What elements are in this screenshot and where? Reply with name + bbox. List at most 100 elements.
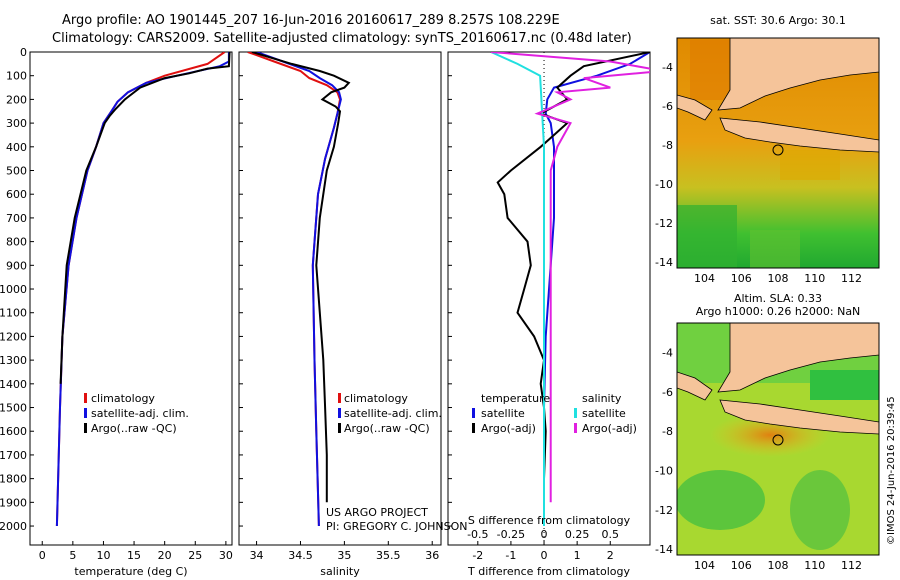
legend-label-satellite-t: satellite xyxy=(481,407,525,420)
series-line-climatology xyxy=(55,52,226,527)
legend-label-satellite: satellite-adj. clim. xyxy=(91,407,189,420)
legend-swatch-satellite-s xyxy=(574,408,577,418)
y-tick-label: 0 xyxy=(20,46,27,59)
salinity-x-tick-label: 35 xyxy=(337,549,351,562)
series-line-satellite-t xyxy=(543,52,650,526)
difference-xlabel-top: S difference from climatology xyxy=(468,514,631,527)
legend-swatch-argo xyxy=(84,423,87,433)
legend-label-argo-s: Argo(-adj) xyxy=(582,422,637,435)
sst-map-y-tick-label: -10 xyxy=(655,178,673,191)
difference-s-tick-label: -0.5 xyxy=(467,528,488,541)
series-line-satellite-adj-clim- xyxy=(55,52,230,527)
sst-patch xyxy=(690,40,730,100)
sst-map-x-tick-label: 106 xyxy=(731,272,752,285)
sla-map-x-tick-label: 110 xyxy=(804,559,825,572)
sla-map-y-tick-label: -10 xyxy=(655,464,673,477)
imos-stamp: ©IMOS 24-Jun-2016 20:39:45 xyxy=(886,396,897,545)
y-tick-label: 1600 xyxy=(0,425,27,438)
sla-map-y-tick-label: -8 xyxy=(662,425,673,438)
y-tick-label: 1800 xyxy=(0,473,27,486)
salinity-xlabel: salinity xyxy=(320,565,360,578)
sla-low xyxy=(790,470,850,550)
sst-map-title: sat. SST: 30.6 Argo: 30.1 xyxy=(710,14,846,27)
difference-panel xyxy=(447,51,651,546)
series-line-argo-raw-qc- xyxy=(59,52,231,384)
argo-position-marker xyxy=(772,144,784,156)
difference-lines xyxy=(490,52,650,545)
salinity-lines xyxy=(247,52,351,527)
difference-xlabel: T difference from climatology xyxy=(467,565,630,578)
temperature-xlabel: temperature (deg C) xyxy=(74,565,187,578)
y-tick-label: 100 xyxy=(6,70,27,83)
temperature-legend: climatology satellite-adj. clim. Argo(..… xyxy=(84,392,189,435)
difference-x-tick-label: 0 xyxy=(541,549,548,562)
salinity-x-tick-label: 34 xyxy=(250,549,264,562)
sst-map-x-tick-label: 104 xyxy=(694,272,715,285)
y-tick-label: 1100 xyxy=(0,307,27,320)
y-tick-label: 1200 xyxy=(0,330,27,343)
y-tick-label: 2000 xyxy=(0,520,27,533)
y-tick-label: 1300 xyxy=(0,354,27,367)
legend-swatch-climatology xyxy=(338,393,341,403)
pi-label: PI: GREGORY C. JOHNSON xyxy=(326,520,467,533)
sla-patch xyxy=(810,370,879,400)
legend-label-argo: Argo(..raw -QC) xyxy=(344,422,430,435)
temperature-lines xyxy=(55,52,231,527)
axes: 0100200300400500600700800900100011001200… xyxy=(0,46,862,572)
sla-map-y-tick-label: -4 xyxy=(662,346,673,359)
salinity-panel xyxy=(238,51,442,546)
salinity-x-tick-label: 36 xyxy=(425,549,439,562)
sla-map-x-tick-label: 104 xyxy=(694,559,715,572)
sla-map-x-tick-label: 106 xyxy=(731,559,752,572)
land-java xyxy=(719,399,879,435)
legend-label-climatology: climatology xyxy=(344,392,408,405)
land-sumatra xyxy=(677,94,713,121)
sst-patch xyxy=(677,205,737,268)
sst-map-y-tick-label: -14 xyxy=(655,256,673,269)
y-tick-label: 200 xyxy=(6,93,27,106)
difference-x-tick-label: 2 xyxy=(607,549,614,562)
legend-label-argo: Argo(..raw -QC) xyxy=(91,422,177,435)
temperature-x-tick-label: 5 xyxy=(69,549,76,562)
sla-map xyxy=(677,323,879,555)
series-line-argo-s xyxy=(490,52,650,503)
sst-map-x-tick-label: 110 xyxy=(804,272,825,285)
series-line-satellite-adj-clim- xyxy=(256,52,342,527)
land-borneo-sumatra xyxy=(717,38,879,111)
y-tick-label: 400 xyxy=(6,141,27,154)
salinity-legend: climatology satellite-adj. clim. Argo(..… xyxy=(338,392,442,435)
difference-s-tick-label: 0.5 xyxy=(602,528,620,541)
salinity-x-tick-label: 34.5 xyxy=(288,549,313,562)
salinity-x-tick-label: 35.5 xyxy=(376,549,401,562)
sla-map-x-tick-label: 112 xyxy=(841,559,862,572)
difference-legend: temperature salinity satellite Argo(-adj… xyxy=(472,392,637,435)
y-tick-label: 500 xyxy=(6,165,27,178)
sst-map-y-tick-label: -4 xyxy=(662,61,673,74)
temperature-panel xyxy=(29,51,233,546)
legend-label-satellite: satellite-adj. clim. xyxy=(344,407,442,420)
temperature-x-tick-label: 30 xyxy=(219,549,233,562)
legend-label-argo-t: Argo(-adj) xyxy=(481,422,536,435)
sla-map-y-tick-label: -12 xyxy=(655,504,673,517)
project-label: US ARGO PROJECT xyxy=(326,506,428,519)
temperature-x-tick-label: 0 xyxy=(39,549,46,562)
temperature-x-tick-label: 10 xyxy=(96,549,110,562)
y-tick-label: 1000 xyxy=(0,283,27,296)
difference-s-tick-label: 0.25 xyxy=(565,528,590,541)
sst-map-frame xyxy=(676,37,880,269)
difference-x-tick-label: -1 xyxy=(505,549,516,562)
y-tick-label: 1400 xyxy=(0,378,27,391)
legend-swatch-satellite xyxy=(338,408,341,418)
sla-low xyxy=(677,470,765,530)
temperature-x-tick-label: 15 xyxy=(127,549,141,562)
y-tick-label: 1700 xyxy=(0,449,27,462)
land-borneo-sumatra xyxy=(717,323,879,393)
legend-swatch-satellite-t xyxy=(472,408,475,418)
legend-swatch-climatology xyxy=(84,393,87,403)
sst-map-y-tick-label: -6 xyxy=(662,100,673,113)
y-tick-label: 800 xyxy=(6,236,27,249)
legend-swatch-argo xyxy=(338,423,341,433)
y-tick-label: 1500 xyxy=(0,402,27,415)
sst-map-y-tick-label: -12 xyxy=(655,217,673,230)
